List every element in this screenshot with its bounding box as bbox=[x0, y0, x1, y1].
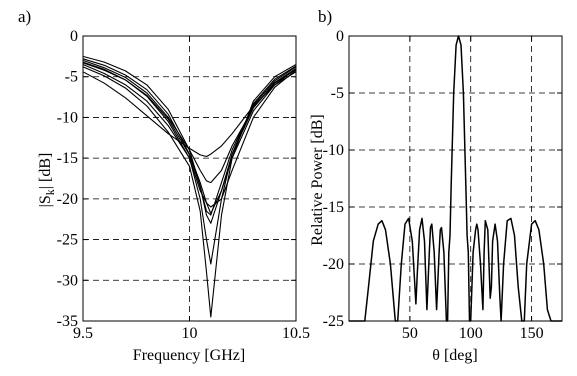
x-tick-labels-b: 50 100 150 bbox=[402, 325, 544, 342]
y-tick-label: -15 bbox=[323, 199, 344, 216]
panel-label-b: b) bbox=[318, 7, 332, 26]
x-tick-label: 150 bbox=[520, 325, 544, 342]
series-line-7 bbox=[82, 71, 297, 158]
y-tick-label: -5 bbox=[331, 85, 344, 102]
y-axis-label-a-main: |S bbox=[37, 195, 54, 207]
x-tick-label: 10.5 bbox=[282, 325, 310, 342]
y-tick-labels-a: 0 -5 -10 -15 -20 -25 -30 -35 bbox=[57, 28, 78, 330]
ticks-a bbox=[82, 35, 297, 322]
y-tick-label: 0 bbox=[336, 28, 344, 45]
series-line-2 bbox=[82, 58, 297, 215]
y-tick-label: -10 bbox=[323, 142, 344, 159]
y-tick-label: -5 bbox=[65, 69, 78, 86]
y-tick-label: -20 bbox=[323, 256, 344, 273]
series-line-3 bbox=[82, 59, 297, 184]
x-tick-label: 9.5 bbox=[73, 325, 93, 342]
y-axis-label-a-sub: k bbox=[43, 189, 57, 195]
series-line-8 bbox=[82, 61, 297, 208]
y-axis-label-a: |Sk| [dB] bbox=[37, 153, 57, 208]
y-tick-label: -30 bbox=[57, 272, 78, 289]
x-axis-label-a: Frequency [GHz] bbox=[133, 347, 245, 364]
y-axis-label-a-end: | [dB] bbox=[37, 153, 54, 190]
plot-frame-b bbox=[348, 35, 563, 322]
chart-b: b) 0 -5 -10 -15 -20 -25 50 100 150 θ [deg] Rela… bbox=[309, 7, 563, 364]
y-axis-label-b: Relative Power [dB] bbox=[309, 114, 326, 246]
y-tick-label: -35 bbox=[57, 313, 78, 330]
y-tick-label: -15 bbox=[57, 150, 78, 167]
y-tick-label: -20 bbox=[57, 191, 78, 208]
x-tick-label: 100 bbox=[459, 325, 483, 342]
y-tick-label: 0 bbox=[70, 28, 78, 45]
panel-label-a: a) bbox=[18, 7, 31, 26]
x-axis-label-b: θ [deg] bbox=[432, 347, 477, 364]
grid-b bbox=[349, 36, 562, 321]
x-tick-labels-a: 9.5 10 10.5 bbox=[73, 325, 310, 342]
series-line-1 bbox=[349, 35, 562, 322]
ticks-b bbox=[349, 35, 562, 322]
x-tick-label: 50 bbox=[402, 325, 418, 342]
series-group-a bbox=[82, 55, 297, 318]
series-group-b bbox=[349, 35, 562, 322]
y-tick-labels-b: 0 -5 -10 -15 -20 -25 bbox=[323, 28, 344, 330]
y-tick-label: -10 bbox=[57, 109, 78, 126]
x-tick-label: 10 bbox=[182, 325, 198, 342]
y-tick-label: -25 bbox=[323, 313, 344, 330]
chart-a: a) 0 -5 -10 -15 -20 -25 -30 -35 9.5 10 10.5 Frequ… bbox=[18, 7, 310, 364]
y-tick-label: -25 bbox=[57, 232, 78, 249]
